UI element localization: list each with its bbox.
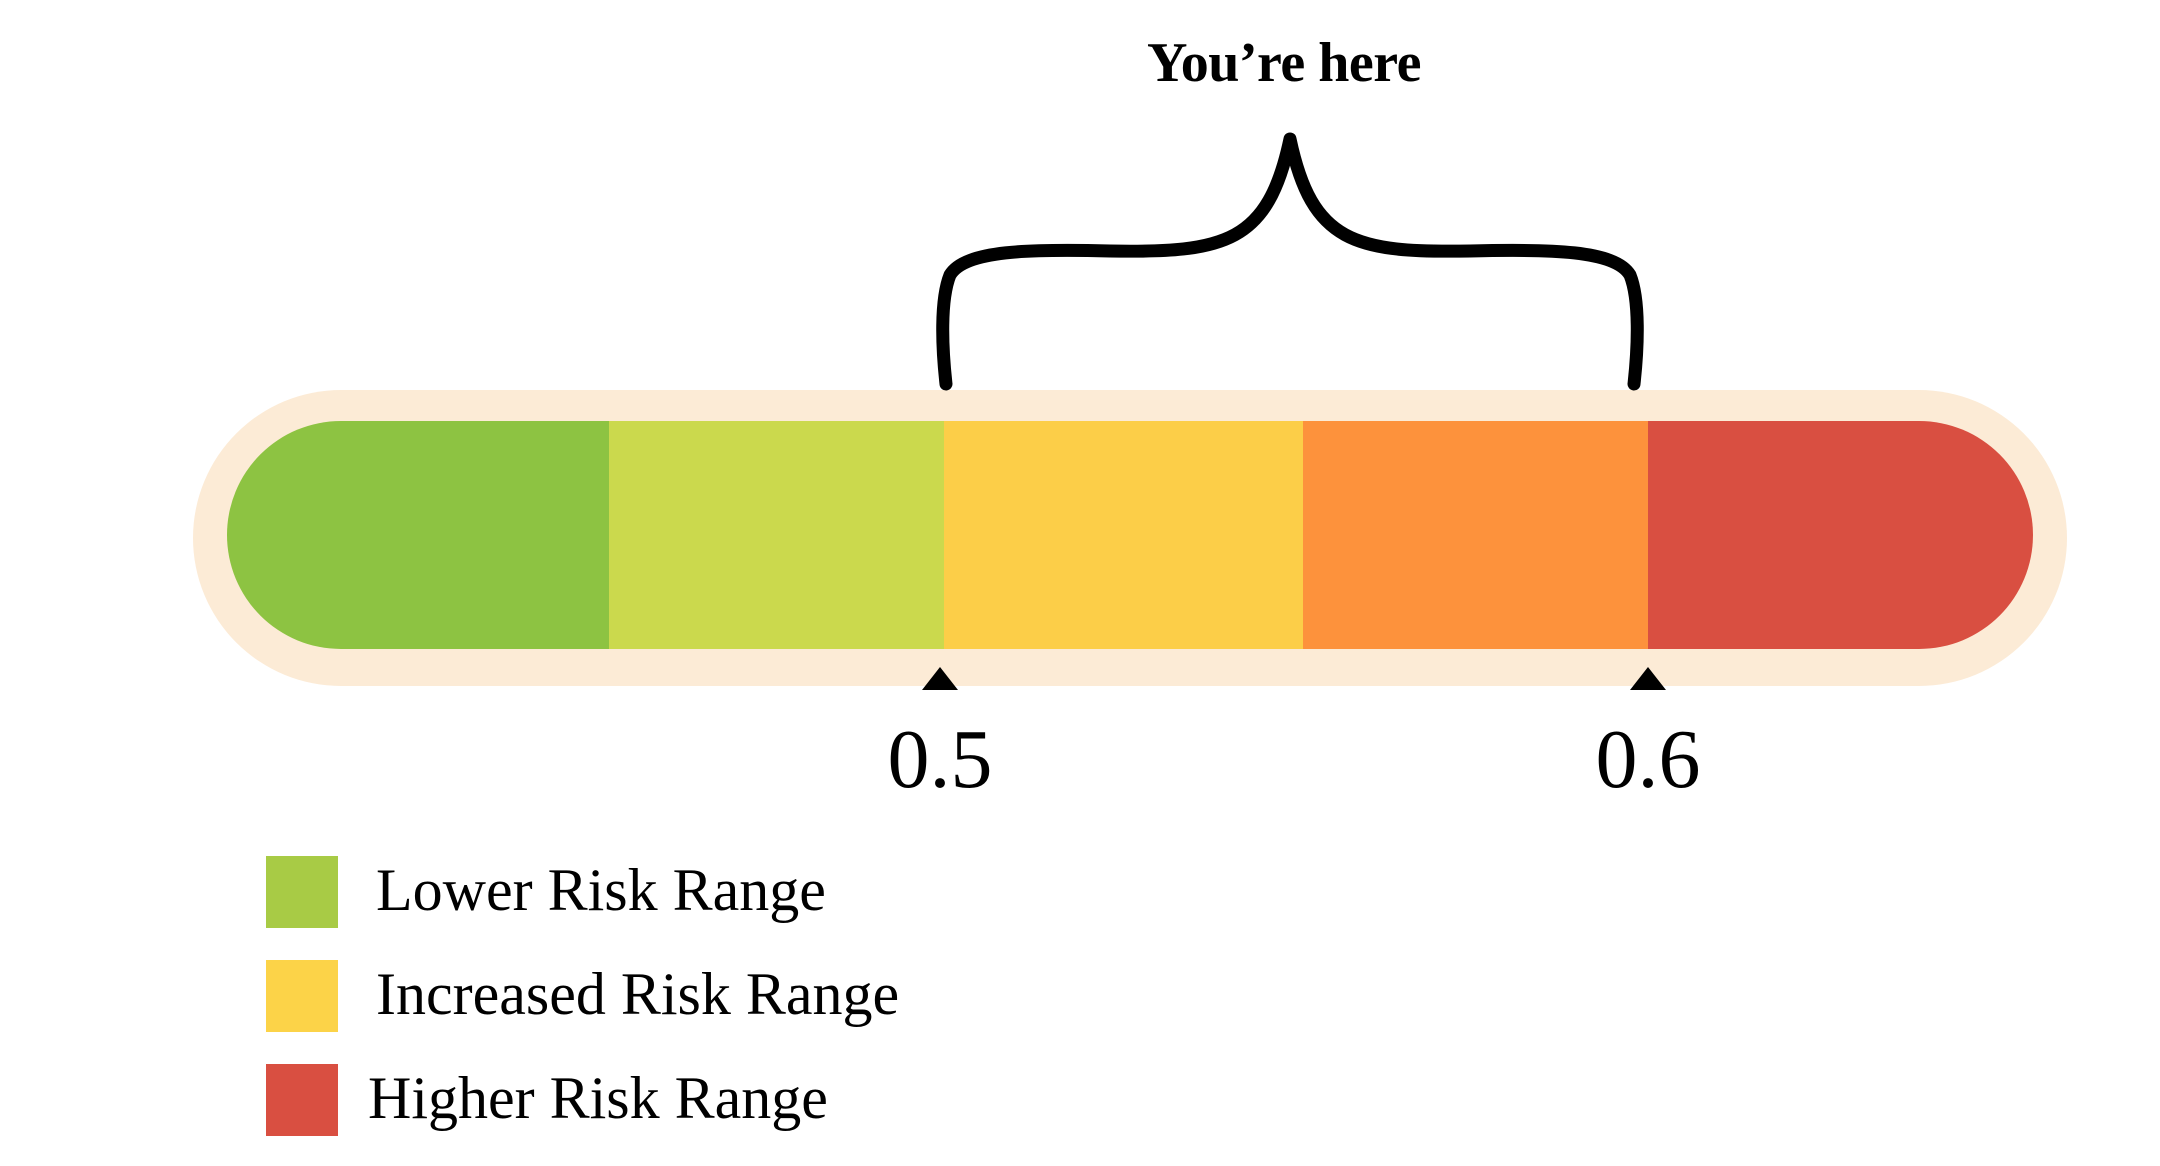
legend-label-higher-risk: Higher Risk Range <box>368 1065 828 1131</box>
curly-brace <box>936 132 1644 391</box>
marker-0-5-label: 0.5 <box>887 713 993 806</box>
legend-swatch-lower-risk <box>266 856 338 928</box>
segment-dark-green <box>227 421 609 649</box>
legend-item-higher-risk: Higher Risk Range <box>266 1064 1066 1136</box>
marker-0-5-arrow <box>922 667 958 690</box>
legend-label-increased-risk: Increased Risk Range <box>376 961 900 1027</box>
segment-orange <box>1303 421 1648 649</box>
legend-item-increased-risk: Increased Risk Range <box>266 960 1066 1032</box>
segment-light-green <box>609 421 944 649</box>
marker-0-6-label: 0.6 <box>1595 713 1701 806</box>
scale-bar <box>227 421 2033 649</box>
you-are-here-label: You’re here <box>1147 32 1421 94</box>
legend-item-lower-risk: Lower Risk Range <box>266 856 1066 928</box>
segment-red <box>1648 421 2033 649</box>
legend-label-lower-risk: Lower Risk Range <box>376 857 826 923</box>
marker-0-6-arrow <box>1630 667 1666 690</box>
legend-swatch-higher-risk <box>266 1064 338 1136</box>
legend-swatch-increased-risk <box>266 960 338 1032</box>
segment-yellow <box>944 421 1303 649</box>
